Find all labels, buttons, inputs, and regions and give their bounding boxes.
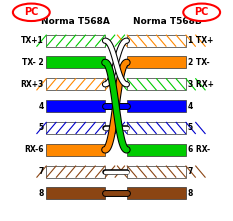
FancyBboxPatch shape (46, 57, 105, 69)
FancyBboxPatch shape (127, 122, 185, 134)
FancyBboxPatch shape (127, 78, 185, 90)
FancyBboxPatch shape (127, 144, 185, 156)
FancyBboxPatch shape (46, 78, 105, 90)
Text: RX+3: RX+3 (21, 80, 44, 89)
Text: 7: 7 (188, 167, 193, 176)
FancyBboxPatch shape (127, 187, 185, 199)
Text: PC: PC (195, 7, 209, 17)
FancyBboxPatch shape (127, 35, 185, 47)
Text: TX+1: TX+1 (21, 36, 44, 45)
Text: 5: 5 (188, 124, 193, 132)
FancyBboxPatch shape (46, 187, 105, 199)
Text: 1 TX+: 1 TX+ (188, 36, 213, 45)
Text: 2 TX-: 2 TX- (188, 58, 209, 67)
Text: 4: 4 (39, 102, 44, 111)
Text: 7: 7 (39, 167, 44, 176)
Text: 8: 8 (39, 189, 44, 198)
FancyBboxPatch shape (127, 100, 185, 112)
FancyBboxPatch shape (46, 100, 105, 112)
FancyBboxPatch shape (127, 166, 185, 178)
Ellipse shape (183, 4, 220, 21)
Text: Norma T568A: Norma T568A (41, 17, 110, 26)
FancyBboxPatch shape (127, 57, 185, 69)
Text: 8: 8 (188, 189, 193, 198)
Text: 6 RX-: 6 RX- (188, 145, 210, 154)
Text: 4: 4 (188, 102, 193, 111)
Text: Norma T568B: Norma T568B (133, 17, 202, 26)
Text: TX- 2: TX- 2 (22, 58, 44, 67)
FancyBboxPatch shape (46, 166, 105, 178)
Text: 3 RX+: 3 RX+ (188, 80, 214, 89)
Text: PC: PC (24, 7, 38, 17)
FancyBboxPatch shape (46, 144, 105, 156)
Ellipse shape (13, 4, 50, 21)
FancyBboxPatch shape (46, 122, 105, 134)
FancyBboxPatch shape (46, 35, 105, 47)
Text: RX-6: RX-6 (24, 145, 44, 154)
Text: 5: 5 (39, 124, 44, 132)
